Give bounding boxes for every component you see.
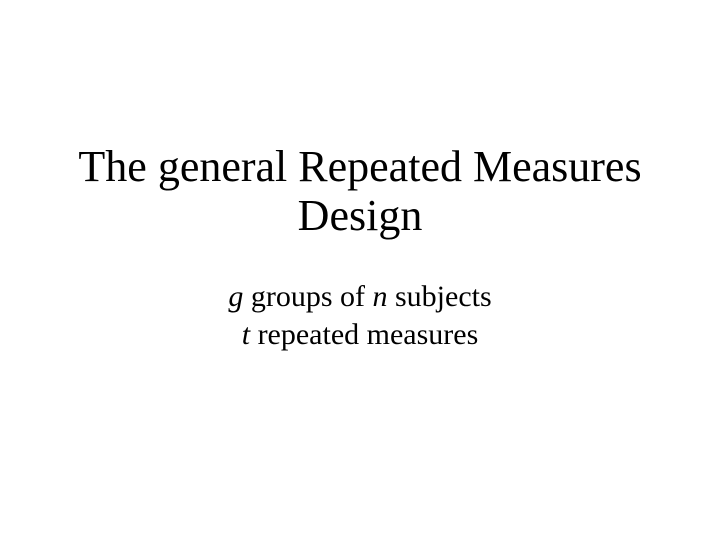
title-line-1: The general Repeated Measures (78, 142, 641, 191)
subtitle-line-1: g groups of n subjects (0, 278, 720, 316)
slide-subtitle: g groups of n subjects t repeated measur… (0, 278, 720, 353)
subtitle-text-2a: repeated measures (250, 318, 478, 351)
subtitle-text-1a: groups of (243, 280, 372, 313)
slide-title: The general Repeated Measures Design (0, 142, 720, 241)
var-t: t (242, 318, 250, 351)
var-n: n (373, 280, 388, 313)
title-line-2: Design (298, 191, 423, 240)
var-g: g (228, 280, 243, 313)
subtitle-line-2: t repeated measures (0, 316, 720, 354)
slide: The general Repeated Measures Design g g… (0, 0, 720, 540)
subtitle-text-1b: subjects (388, 280, 492, 313)
